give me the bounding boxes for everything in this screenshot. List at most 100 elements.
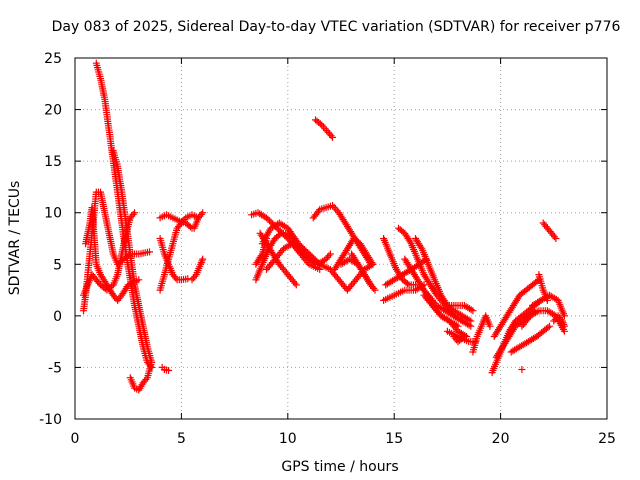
data-point: [546, 322, 553, 330]
data-point: [129, 210, 137, 218]
data-point: [313, 257, 321, 265]
data-point: [366, 279, 374, 287]
data-point: [316, 120, 324, 128]
data-point: [327, 132, 335, 140]
series-arc-33: [469, 312, 494, 356]
data-point: [467, 322, 475, 330]
series-arc-32: [443, 302, 477, 315]
data-point: [131, 209, 139, 217]
data-point: [551, 233, 558, 241]
series-arc-42: [550, 312, 568, 330]
series-arc-14: [258, 219, 324, 268]
y-tick-label: -10: [39, 412, 62, 428]
series-arc-27: [412, 235, 475, 325]
series-arc-8: [156, 235, 192, 284]
data-point: [367, 261, 375, 269]
series-arc-15: [263, 240, 324, 273]
series-arc-36: [492, 307, 539, 361]
series-arc-29: [416, 281, 475, 330]
data-point: [302, 247, 310, 255]
data-point: [371, 286, 379, 294]
series-arc-40: [535, 271, 551, 304]
data-point: [460, 333, 468, 340]
data-point: [323, 127, 331, 134]
data-point: [298, 243, 305, 251]
data-point: [467, 306, 475, 314]
data-point: [307, 251, 315, 259]
data-points: [80, 59, 568, 394]
data-point: [417, 243, 425, 251]
data-point: [558, 317, 566, 325]
grid-lines: [75, 58, 607, 419]
series-arc-22: [348, 250, 375, 289]
x-tick-label: 5: [177, 431, 186, 447]
x-tick-label: 20: [492, 431, 510, 447]
x-tick-label: 25: [598, 431, 616, 447]
data-point: [308, 253, 316, 261]
y-axis-title: SDTVAR / TECUs: [7, 181, 23, 296]
plot-frame: [74, 57, 608, 420]
data-point: [291, 279, 299, 287]
y-tick-label: -5: [48, 360, 62, 376]
data-point: [560, 321, 568, 328]
data-point: [292, 281, 300, 289]
data-point: [469, 307, 477, 315]
series-arc-44: [450, 333, 468, 346]
data-point: [552, 235, 560, 242]
chart-title: Day 083 of 2025, Sidereal Day-to-day VTE…: [52, 19, 621, 35]
data-point: [199, 209, 207, 217]
data-point: [191, 272, 199, 280]
data-point: [316, 265, 324, 273]
y-tick-label: 15: [44, 154, 62, 170]
data-point: [404, 280, 411, 288]
data-point: [560, 312, 568, 320]
series-arc-37: [507, 322, 553, 356]
data-point: [543, 296, 551, 304]
data-point: [544, 324, 552, 331]
data-point: [518, 366, 526, 373]
data-point: [266, 217, 274, 225]
series-arc-23: [380, 235, 419, 289]
data-point: [286, 241, 294, 249]
series-arc-4: [126, 358, 156, 394]
series-arc-16: [252, 235, 270, 268]
series-arc-43: [518, 366, 526, 373]
x-axis-title: GPS time / hours: [281, 459, 398, 475]
x-tick-label: 10: [279, 431, 297, 447]
series-arc-5: [158, 363, 173, 374]
data-point: [296, 241, 304, 249]
data-point: [560, 322, 568, 330]
data-point: [146, 248, 153, 256]
series-arc-9: [188, 255, 207, 284]
data-point: [135, 276, 143, 284]
data-point: [329, 133, 336, 141]
data-point: [165, 367, 173, 374]
data-point: [325, 252, 333, 260]
data-point: [199, 255, 207, 263]
data-point: [367, 281, 375, 289]
x-tick-label: 15: [385, 431, 403, 447]
data-point: [148, 358, 156, 366]
y-tick-label: 5: [53, 257, 62, 273]
series-arc-41: [539, 219, 560, 242]
axis-ticks: 0 5 10 15 20 25 -10 -5 0 5 10 15 20 25: [39, 51, 616, 447]
data-point: [533, 308, 541, 316]
data-point: [465, 321, 473, 329]
series-arc-10: [190, 209, 207, 232]
data-point: [369, 260, 377, 268]
data-point: [184, 275, 192, 283]
data-point: [330, 203, 338, 211]
data-point: [257, 252, 265, 260]
data-point: [326, 250, 334, 258]
data-point: [197, 260, 205, 268]
series-arc-7: [156, 211, 196, 232]
data-point: [198, 257, 206, 265]
data-point: [276, 231, 284, 239]
data-point: [186, 223, 194, 231]
data-point: [95, 279, 103, 287]
data-point: [264, 215, 272, 223]
data-point: [459, 334, 467, 342]
y-tick-label: 0: [53, 309, 62, 325]
y-tick-label: 20: [44, 103, 62, 119]
